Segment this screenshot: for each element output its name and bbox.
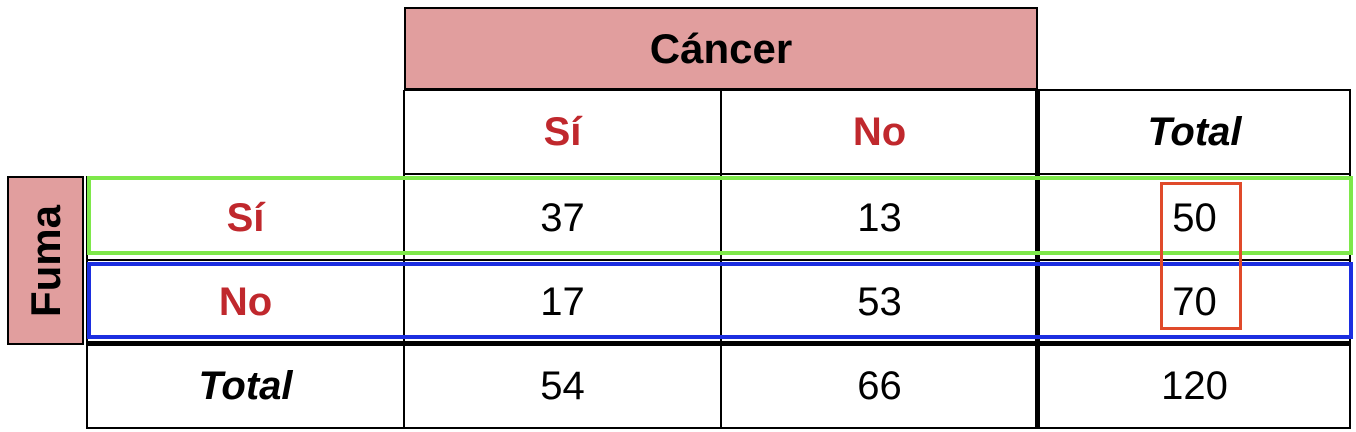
row-header-si-label: Sí bbox=[226, 196, 265, 240]
cell-value: 13 bbox=[857, 196, 902, 240]
grid-line-thick bbox=[1035, 90, 1040, 429]
table-cell: 54 bbox=[404, 344, 721, 428]
col-header-si: Sí bbox=[404, 90, 721, 174]
grid-line bbox=[87, 427, 1351, 429]
table-cell: 50 bbox=[1038, 176, 1351, 260]
col-header-no-label: No bbox=[852, 110, 907, 154]
grid-line bbox=[403, 90, 405, 429]
row-header-total: Total bbox=[87, 344, 404, 428]
table-cell: 70 bbox=[1038, 260, 1351, 344]
col-header-total: Total bbox=[1038, 90, 1351, 174]
grid-line bbox=[404, 89, 1351, 91]
fuma-group-header: Fuma bbox=[7, 176, 84, 345]
fuma-group-header-label: Fuma bbox=[21, 204, 69, 317]
row-header-total-label: Total bbox=[198, 364, 293, 408]
table-cell: 13 bbox=[721, 176, 1038, 260]
cell-value: 37 bbox=[540, 196, 585, 240]
table-cell: 17 bbox=[404, 260, 721, 344]
cancer-group-header: Cáncer bbox=[404, 7, 1038, 90]
table-cell: 120 bbox=[1038, 344, 1351, 428]
highlight-total-column bbox=[1160, 182, 1242, 330]
grid-line bbox=[87, 259, 1351, 261]
col-header-si-label: Sí bbox=[543, 110, 582, 154]
grid-line bbox=[404, 173, 1351, 175]
cell-value: 66 bbox=[857, 364, 902, 408]
grid-line bbox=[720, 90, 722, 429]
table-cell: 53 bbox=[721, 260, 1038, 344]
table-cell: 37 bbox=[404, 176, 721, 260]
cancer-group-header-label: Cáncer bbox=[649, 24, 793, 72]
cell-value: 54 bbox=[540, 364, 585, 408]
row-header-si: Sí bbox=[87, 176, 404, 260]
grid-line-thick bbox=[87, 341, 1351, 346]
highlight-row-no bbox=[87, 262, 1353, 339]
cell-value: 53 bbox=[857, 280, 902, 324]
col-header-total-label: Total bbox=[1147, 110, 1242, 154]
table-cell: 66 bbox=[721, 344, 1038, 428]
highlight-row-si bbox=[87, 176, 1353, 255]
cell-value: 120 bbox=[1161, 364, 1228, 408]
cell-value: 17 bbox=[540, 280, 585, 324]
row-header-no-label: No bbox=[218, 280, 273, 324]
row-header-no: No bbox=[87, 260, 404, 344]
cell-value: 70 bbox=[1172, 280, 1217, 324]
col-header-no: No bbox=[721, 90, 1038, 174]
grid-line bbox=[1349, 90, 1351, 429]
cell-value: 50 bbox=[1172, 196, 1217, 240]
